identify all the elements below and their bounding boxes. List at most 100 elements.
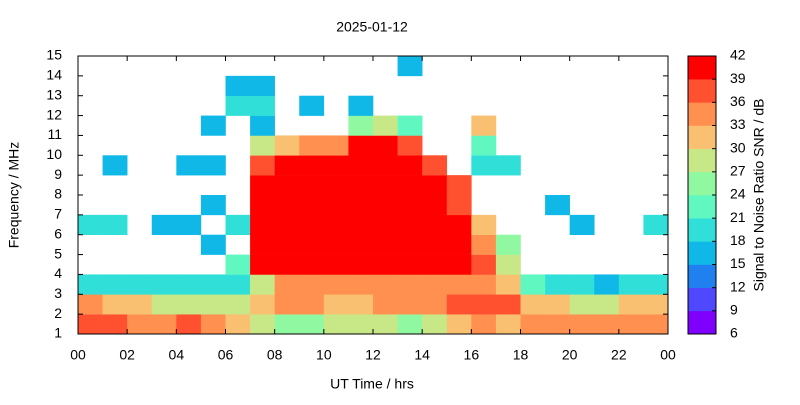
heatmap-cell [176, 274, 202, 295]
heatmap-cell [274, 314, 300, 335]
heatmap-cell [151, 314, 177, 335]
heatmap-cell [422, 274, 448, 295]
heatmap-cell [348, 274, 374, 295]
heatmap-cell [176, 155, 202, 176]
y-tick-label: 2 [54, 305, 62, 321]
heatmap-cell [323, 135, 349, 156]
x-tick-label: 12 [365, 347, 381, 363]
x-tick-label: 10 [316, 347, 332, 363]
heatmap-cell [78, 214, 103, 236]
heatmap-cell [299, 294, 325, 315]
colorbar-swatch [688, 148, 716, 173]
colorbar-tick-label: 9 [730, 302, 738, 318]
y-tick-label: 4 [54, 265, 62, 281]
heatmap-cell [176, 294, 202, 315]
heatmap-cell [274, 175, 300, 196]
colorbar-swatch [688, 218, 716, 242]
x-tick-label: 18 [513, 347, 529, 363]
heatmap-cell [225, 254, 251, 275]
heatmap-cell [422, 155, 448, 176]
heatmap-cell [323, 274, 349, 295]
heatmap-cell [151, 214, 177, 236]
heatmap-cell [520, 294, 546, 315]
heatmap-cell [176, 314, 202, 335]
heatmap-cell [397, 214, 423, 236]
heatmap-cell [422, 195, 448, 216]
heatmap-cell [348, 195, 374, 216]
heatmap-cell [250, 175, 275, 196]
y-axis-label: Frequency / MHz [6, 142, 22, 249]
heatmap-cell [446, 274, 472, 295]
heatmap-cell [422, 254, 448, 275]
heatmap-cell [200, 195, 226, 216]
heatmap-cell [78, 314, 103, 335]
colorbar-tick-label: 12 [730, 278, 746, 294]
heatmap-cell [397, 195, 423, 216]
y-tick-label: 13 [46, 86, 62, 102]
heatmap-cell [323, 214, 349, 236]
colorbar-swatch [688, 310, 716, 335]
heatmap-cell [102, 155, 128, 176]
y-tick-label: 1 [54, 325, 62, 341]
heatmap-cell [274, 274, 300, 295]
heatmap-cell [274, 195, 300, 216]
heatmap-cell [225, 314, 251, 335]
y-tick-label: 3 [54, 285, 62, 301]
heatmap-cell [422, 234, 448, 255]
heatmap-cell [373, 135, 398, 156]
heatmap-cell [446, 214, 472, 236]
heatmap-cell [250, 75, 275, 97]
x-tick-label: 20 [562, 347, 578, 363]
heatmap-cell [299, 175, 325, 196]
colorbar-swatch [688, 287, 716, 312]
heatmap-cell [274, 155, 300, 176]
heatmap-cell [348, 314, 374, 335]
colorbar-tick-label: 24 [730, 186, 746, 202]
heatmap-cell [348, 175, 374, 196]
heatmap-cell [397, 254, 423, 275]
heatmap-cell [422, 314, 448, 335]
heatmap-cell [373, 195, 398, 216]
heatmap-cell [618, 274, 644, 295]
colorbar-tick-label: 39 [730, 70, 746, 86]
x-tick-label: 00 [70, 347, 86, 363]
heatmap-cell [471, 214, 497, 236]
heatmap-cell [299, 234, 325, 255]
heatmap-cell [225, 95, 251, 116]
heatmap-cell [323, 314, 349, 335]
heatmap-cell [127, 294, 153, 315]
heatmap-cell [127, 314, 153, 335]
heatmap-cell [373, 234, 398, 255]
heatmap-cell [471, 294, 497, 315]
heatmap-cell [545, 294, 570, 315]
y-tick-label: 9 [54, 166, 62, 182]
heatmap-cell [373, 314, 398, 335]
x-tick-label: 08 [267, 347, 283, 363]
heatmap-cell [569, 314, 595, 335]
heatmap-cell [643, 314, 669, 335]
heatmap-cell [397, 175, 423, 196]
heatmap-cell [545, 314, 570, 335]
heatmap-cell [299, 254, 325, 275]
heatmap-cell [545, 274, 570, 295]
heatmap-cell [569, 274, 595, 295]
heatmap-cell [471, 254, 497, 275]
colorbar-tick-label: 21 [730, 209, 746, 225]
heatmap-cell [373, 214, 398, 236]
heatmap-cell [127, 274, 153, 295]
heatmap-cell [299, 274, 325, 295]
heatmap-cell [594, 294, 620, 315]
heatmap-cell [200, 115, 226, 136]
heatmap-cell [373, 254, 398, 275]
colorbar-tick-label: 30 [730, 139, 746, 155]
heatmap-cell [471, 155, 497, 176]
heatmap-cell [274, 214, 300, 236]
heatmap-cell [348, 135, 374, 156]
y-tick-label: 15 [46, 47, 62, 63]
colorbar-swatch [688, 56, 716, 80]
x-tick-label: 14 [414, 347, 430, 363]
y-tick-label: 6 [54, 225, 62, 241]
y-tick-label: 12 [46, 106, 62, 122]
heatmap-cell [520, 274, 546, 295]
colorbar-label: Signal to Noise Ratio SNR / dB [751, 99, 767, 292]
